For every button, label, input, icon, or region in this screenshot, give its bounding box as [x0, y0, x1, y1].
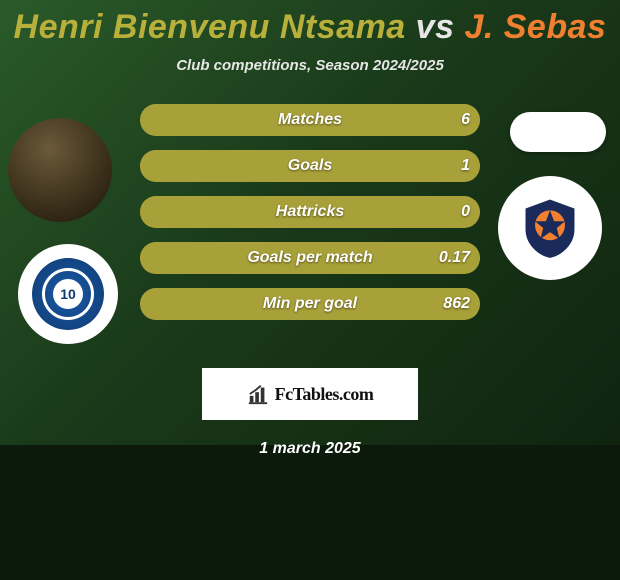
- content: Henri Bienvenu Ntsama vs J. Sebas Club c…: [0, 0, 620, 580]
- bar-chart-icon: [247, 383, 269, 405]
- player1-club-crest: 10: [18, 244, 118, 344]
- stat-value-left: 1: [461, 157, 470, 175]
- stat-row-goals: Goals 1: [140, 150, 480, 182]
- stat-value-left: 6: [461, 111, 470, 129]
- player2-club-crest: [498, 176, 602, 280]
- stat-label: Matches: [278, 111, 342, 129]
- player1-avatar: [8, 118, 112, 222]
- brand-text: FcTables.com: [275, 384, 374, 405]
- stat-label: Goals per match: [247, 249, 372, 267]
- stat-label: Min per goal: [263, 295, 357, 313]
- stat-label: Hattricks: [276, 203, 344, 221]
- stat-value-left: 862: [443, 295, 470, 313]
- stat-row-hattricks: Hattricks 0: [140, 196, 480, 228]
- page-title: Henri Bienvenu Ntsama vs J. Sebas: [0, 0, 620, 47]
- shield-icon: [516, 194, 584, 262]
- stat-row-goals-per-match: Goals per match 0.17: [140, 242, 480, 274]
- brand-box: FcTables.com: [202, 368, 418, 420]
- title-vs: vs: [416, 8, 455, 46]
- title-player1: Henri Bienvenu Ntsama: [14, 8, 406, 46]
- player2-flag: [510, 112, 606, 152]
- mid-section: 10 Matches 6: [0, 104, 620, 364]
- crest-inner: 10: [32, 258, 104, 330]
- crest-center-number: 10: [53, 279, 83, 309]
- stat-row-min-per-goal: Min per goal 862: [140, 288, 480, 320]
- comparison-card: Henri Bienvenu Ntsama vs J. Sebas Club c…: [0, 0, 620, 580]
- stat-value-left: 0.17: [439, 249, 470, 267]
- stat-label: Goals: [288, 157, 332, 175]
- stat-bars: Matches 6 Goals 1 Hattricks 0 Goals per …: [140, 104, 480, 320]
- stat-row-matches: Matches 6: [140, 104, 480, 136]
- subtitle: Club competitions, Season 2024/2025: [0, 57, 620, 74]
- date-text: 1 march 2025: [0, 440, 620, 458]
- title-player2: J. Sebas: [464, 8, 606, 46]
- stat-value-left: 0: [461, 203, 470, 221]
